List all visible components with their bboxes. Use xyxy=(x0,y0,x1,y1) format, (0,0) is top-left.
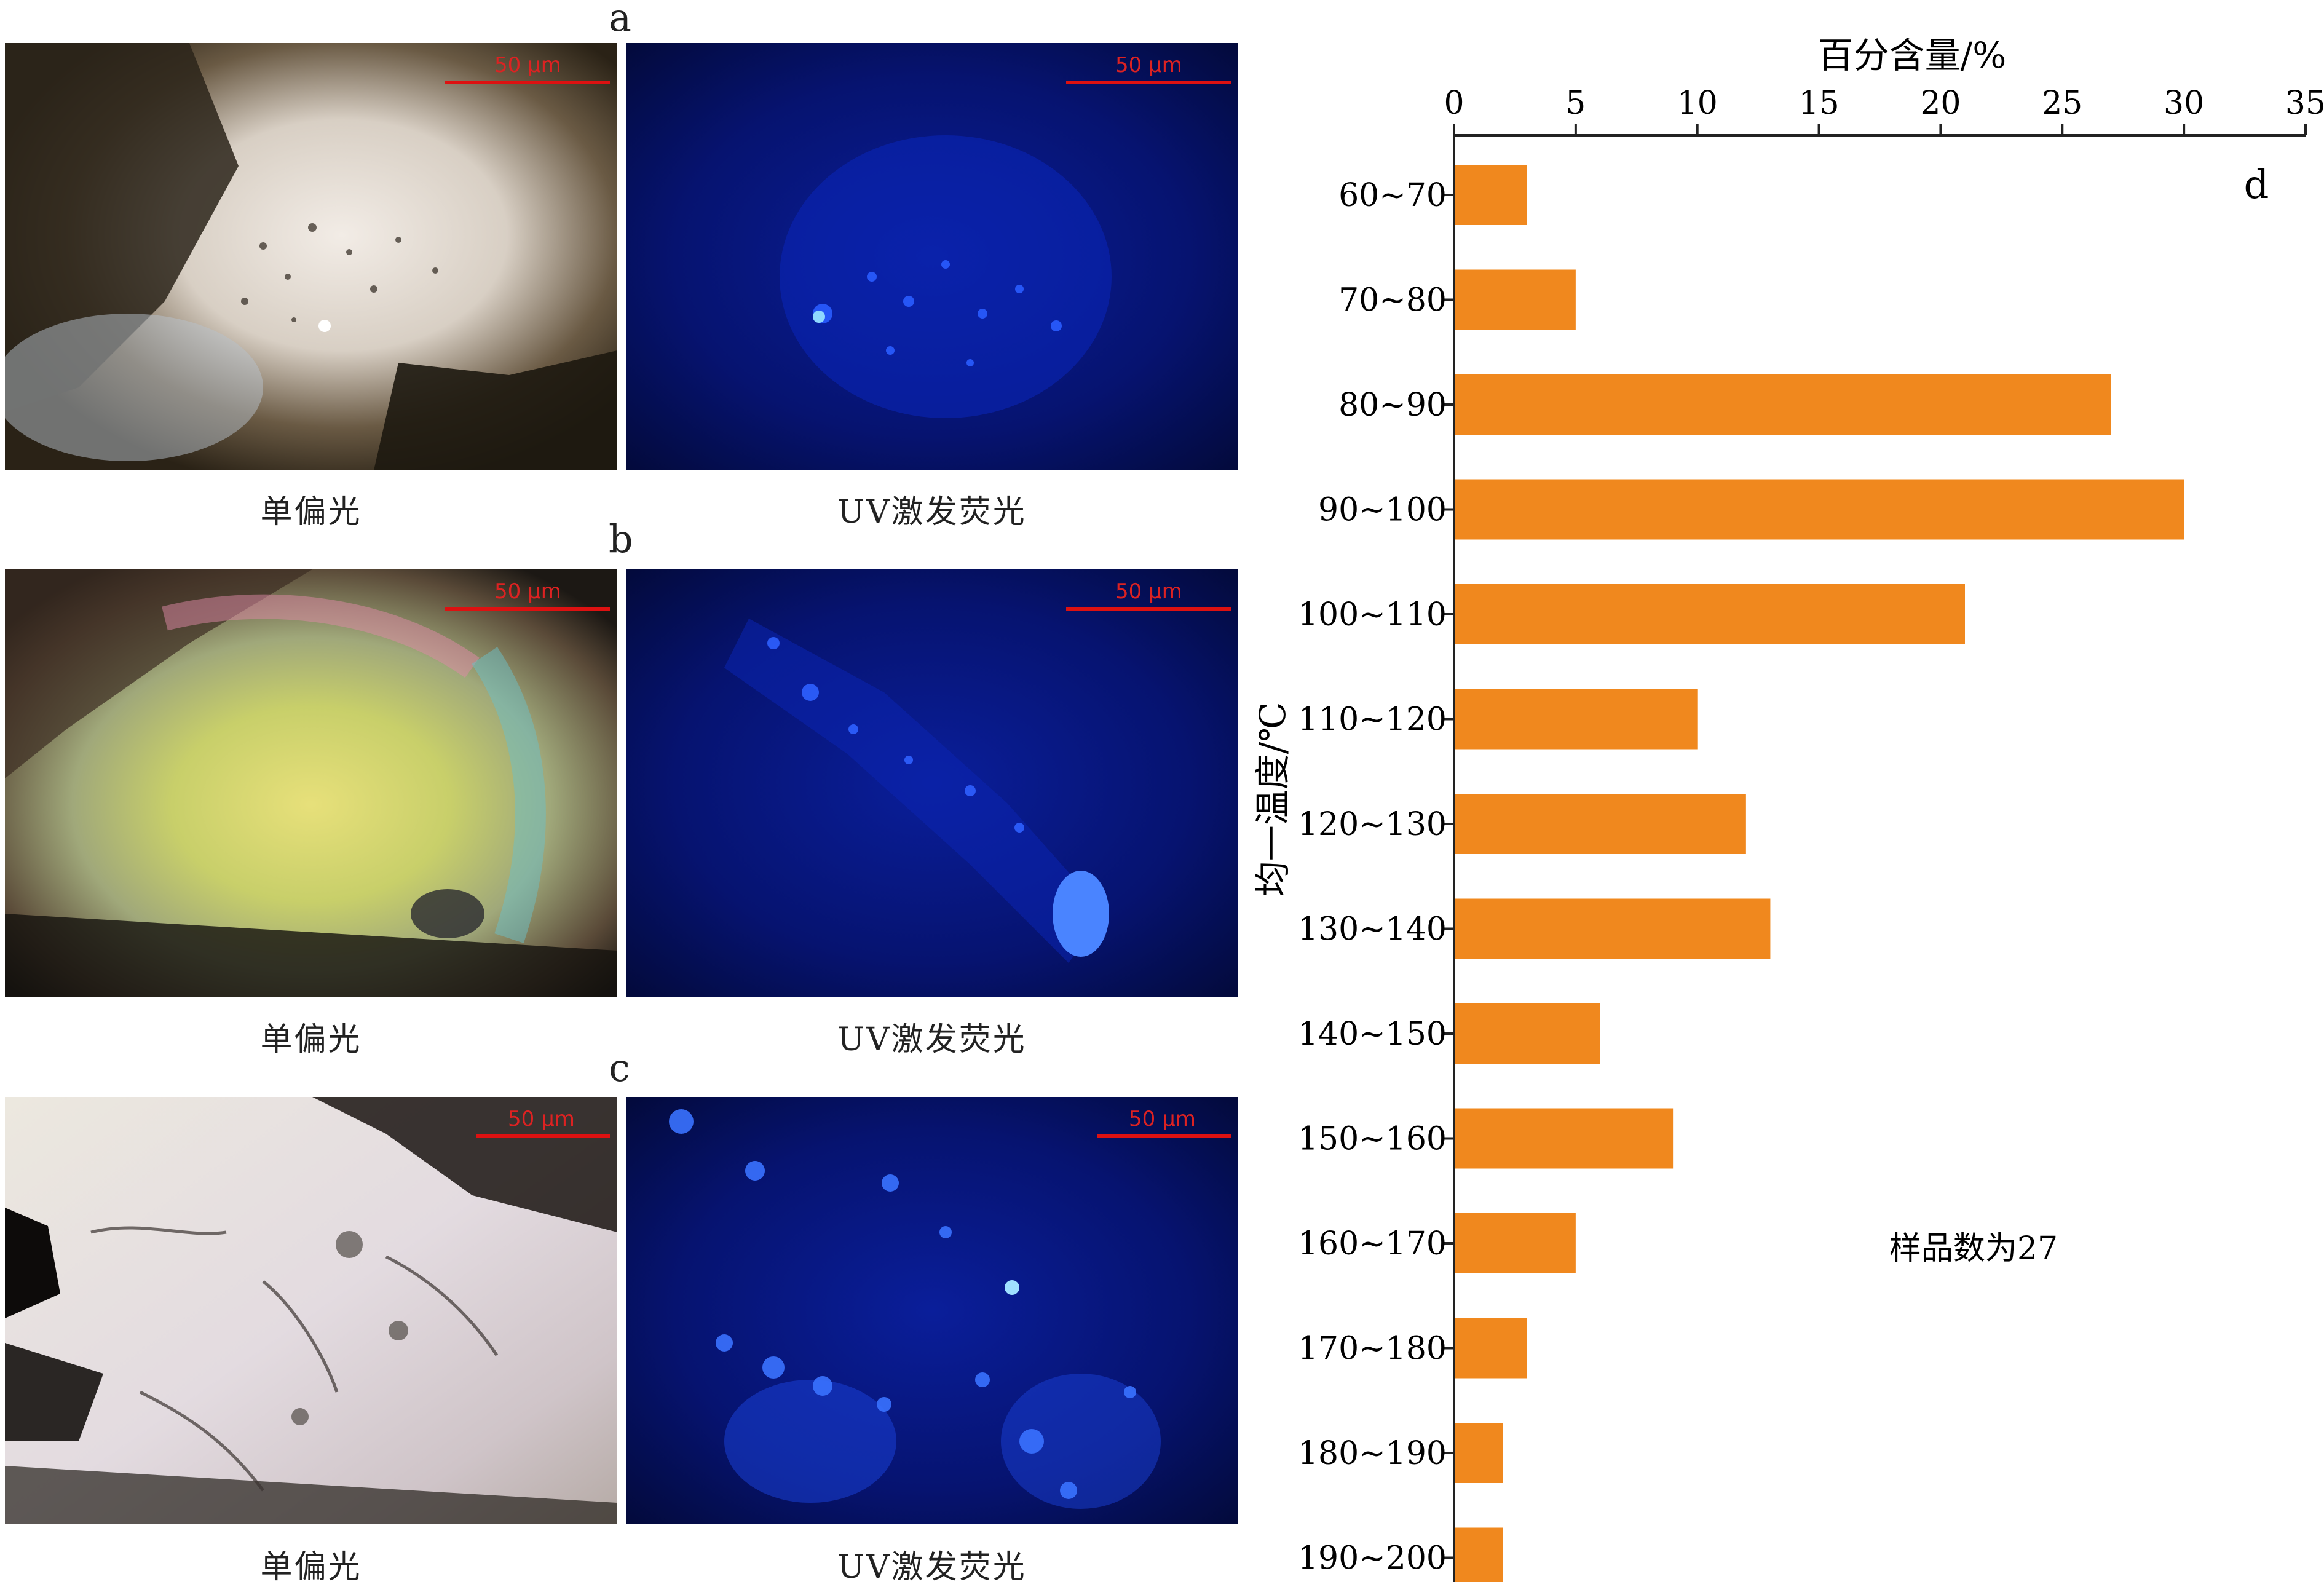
micrograph-b-right xyxy=(626,569,1238,997)
y-tick-label: 90~100 xyxy=(1318,492,1447,529)
y-axis-label: 均一温度/℃ xyxy=(1252,702,1294,896)
micrograph-c-left xyxy=(5,1097,617,1524)
micrograph-c-right xyxy=(626,1097,1238,1524)
x-tick-label: 35 xyxy=(2285,85,2324,122)
panel-c-plane-polarized-image: 50 μm xyxy=(5,1097,617,1524)
bar-130~140 xyxy=(1455,898,1771,959)
x-tick-label: 30 xyxy=(2164,85,2204,122)
chart-axes: 0 5 10 15 20 25 30 35 60~70 70~80 80~90 90~100 100~1… xyxy=(1298,85,2324,1582)
caption-uv-fluorescence: UV激发荧光 xyxy=(837,494,1027,531)
x-axis-label: 百分含量/% xyxy=(1818,34,2007,76)
caption-uv-fluorescence: UV激发荧光 xyxy=(837,1549,1027,1586)
caption-plane-polarized: 单偏光 xyxy=(260,494,362,531)
panel-c-uv-fluorescence-image: 50 μm xyxy=(626,1097,1238,1524)
scale-bar-label: 50 μm xyxy=(1129,1107,1196,1131)
panel-c-letter: c xyxy=(609,1045,630,1090)
x-tick-label: 25 xyxy=(2042,85,2082,122)
y-tick-label: 80~90 xyxy=(1338,387,1447,424)
micrograph-b-left xyxy=(5,569,617,997)
panel-d-letter: d xyxy=(2244,162,2269,208)
y-tick-label: 70~80 xyxy=(1338,282,1447,319)
chart-bars xyxy=(1455,165,2184,1582)
bar-70~80 xyxy=(1455,269,1576,330)
scale-bar xyxy=(445,81,610,84)
y-tick-label: 140~150 xyxy=(1298,1016,1447,1053)
panel-a-plane-polarized-image: 50 μm xyxy=(5,43,617,470)
bar-80~90 xyxy=(1455,374,2111,435)
panel-a-letter: a xyxy=(609,0,631,40)
scale-bar-label: 50 μm xyxy=(494,579,561,604)
panel-b-uv-fluorescence-image: 50 μm xyxy=(626,569,1238,997)
bar-160~170 xyxy=(1455,1213,1576,1273)
micrograph-a-right xyxy=(626,43,1238,470)
panel-b-plane-polarized-image: 50 μm xyxy=(5,569,617,997)
x-tick-label: 0 xyxy=(1444,85,1464,122)
x-tick-label: 10 xyxy=(1677,85,1718,122)
sample-count-annotation: 样品数为27 xyxy=(1889,1230,2058,1267)
y-tick-label: 110~120 xyxy=(1298,702,1447,738)
bar-180~190 xyxy=(1455,1423,1503,1483)
bar-120~130 xyxy=(1455,794,1746,854)
y-tick-label: 150~160 xyxy=(1298,1121,1447,1158)
micrograph-a-left xyxy=(5,43,617,470)
y-tick-label: 100~110 xyxy=(1298,596,1447,633)
x-tick-label: 5 xyxy=(1565,85,1586,122)
caption-uv-fluorescence: UV激发荧光 xyxy=(837,1021,1027,1058)
bar-190~200 xyxy=(1455,1527,1503,1582)
scale-bar-label: 50 μm xyxy=(508,1107,575,1131)
scale-bar xyxy=(476,1134,610,1138)
bar-100~110 xyxy=(1455,584,1965,644)
y-tick-label: 170~180 xyxy=(1298,1331,1447,1367)
bar-90~100 xyxy=(1455,479,2184,540)
y-tick-label: 160~170 xyxy=(1298,1225,1447,1262)
y-tick-label: 190~200 xyxy=(1298,1540,1447,1577)
scale-bar-label: 50 μm xyxy=(1115,53,1182,77)
bar-170~180 xyxy=(1455,1318,1527,1379)
bar-60~70 xyxy=(1455,165,1527,225)
y-tick-label: 130~140 xyxy=(1298,911,1447,948)
bar-110~120 xyxy=(1455,689,1698,750)
scale-bar xyxy=(1066,81,1231,84)
scale-bar-label: 50 μm xyxy=(494,53,561,77)
x-tick-label: 20 xyxy=(1920,85,1961,122)
scale-bar xyxy=(1097,1134,1231,1138)
x-tick-label: 15 xyxy=(1798,85,1839,122)
scale-bar xyxy=(1066,607,1231,611)
scale-bar-label: 50 μm xyxy=(1115,579,1182,604)
caption-plane-polarized: 单偏光 xyxy=(260,1549,362,1586)
caption-plane-polarized: 单偏光 xyxy=(260,1021,362,1058)
bar-140~150 xyxy=(1455,1003,1600,1064)
panel-a-uv-fluorescence-image: 50 μm xyxy=(626,43,1238,470)
y-tick-label: 180~190 xyxy=(1298,1435,1447,1472)
y-tick-label: 120~130 xyxy=(1298,806,1447,843)
bar-150~160 xyxy=(1455,1108,1674,1169)
scale-bar xyxy=(445,607,610,611)
y-tick-label: 60~70 xyxy=(1338,177,1447,214)
panel-b-letter: b xyxy=(609,516,633,561)
